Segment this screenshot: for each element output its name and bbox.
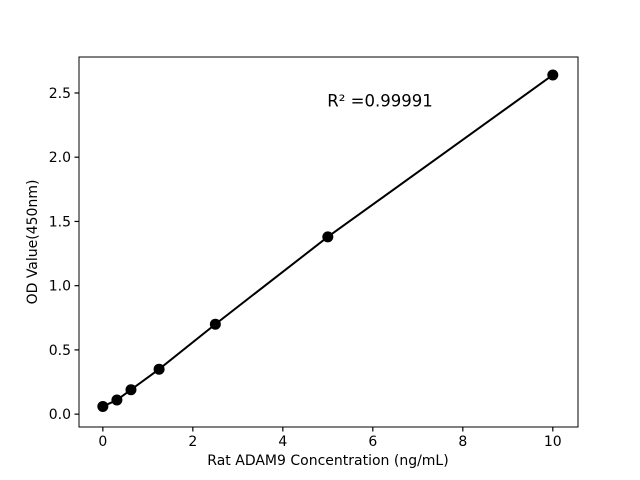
y-tick-label: 2.0 — [49, 150, 71, 166]
data-point-marker — [97, 400, 109, 412]
data-point-marker — [111, 394, 123, 406]
y-tick-label: 0.0 — [49, 407, 71, 423]
x-axis-label: Rat ADAM9 Concentration (ng/mL) — [207, 453, 449, 469]
data-point-marker — [547, 69, 559, 81]
data-point-marker — [209, 318, 221, 330]
x-tick-label: 10 — [544, 434, 562, 450]
y-tick-label: 1.5 — [49, 214, 71, 230]
x-tick-label: 2 — [188, 434, 197, 450]
y-axis-label: OD Value(450nm) — [25, 179, 41, 305]
axes-box — [78, 56, 579, 428]
y-tick-label: 1.0 — [49, 279, 71, 295]
y-tick-label: 2.5 — [49, 86, 71, 102]
data-point-marker — [125, 384, 137, 396]
data-point-marker — [322, 231, 334, 243]
y-tick-label: 0.5 — [49, 343, 71, 359]
x-tick-label: 8 — [458, 434, 467, 450]
r-squared-annotation: R² =0.99991 — [327, 91, 433, 111]
x-tick-label: 0 — [98, 434, 107, 450]
data-point-marker — [153, 363, 165, 375]
x-tick-label: 4 — [278, 434, 287, 450]
x-tick-label: 6 — [368, 434, 377, 450]
